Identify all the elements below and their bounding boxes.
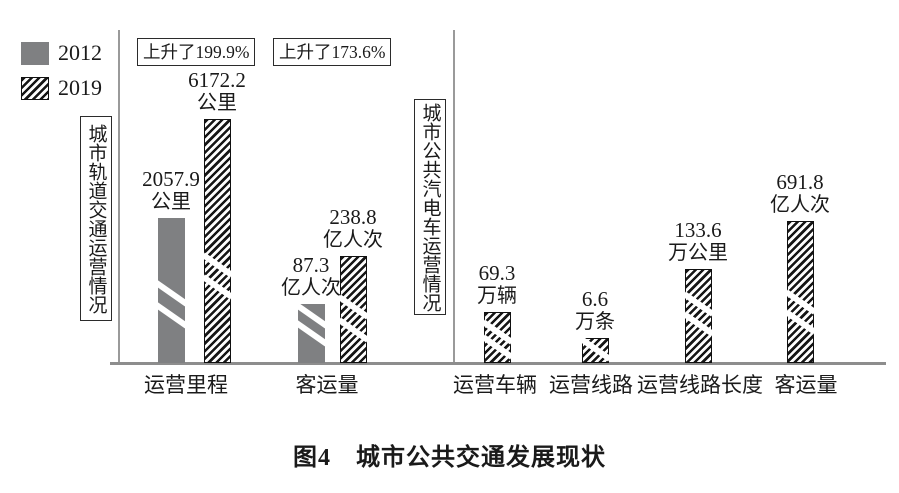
bar-unit: 万公里 xyxy=(668,242,728,265)
bar-bus-2019-7 xyxy=(783,221,817,363)
panel-label-rail-transit: 城市轨道交通运营情况 xyxy=(80,116,112,321)
legend-item-2012: 2012 xyxy=(21,40,102,66)
bar-rail-2019-3 xyxy=(336,256,370,363)
legend-swatch-2019-hatched xyxy=(21,76,49,100)
legend: 2012 2019 xyxy=(21,40,102,110)
axis-break-mark xyxy=(336,294,370,320)
bar-value-label: 6.6 万条 xyxy=(535,287,655,334)
bar-value: 238.8 xyxy=(329,205,377,229)
bar-unit: 万条 xyxy=(575,311,615,334)
x-tick-label: 客运量 xyxy=(295,373,359,397)
x-tick-label: 客运量 xyxy=(774,373,838,397)
axis-break-mark xyxy=(336,317,370,343)
bar-value: 87.3 xyxy=(292,253,330,277)
panel-label-bus-trolleybus: 城市公共汽电车运营情况 xyxy=(414,99,446,315)
bar-value-label: 691.8 亿人次 xyxy=(740,170,860,217)
bar-value-label: 87.3 亿人次 xyxy=(251,253,371,300)
y-axis-bus-panel xyxy=(453,30,455,363)
axis-break-mark xyxy=(200,252,234,278)
bar-rail-2012-0 xyxy=(153,218,189,363)
bar-rail-2019-1 xyxy=(200,119,234,363)
bar-value: 133.6 xyxy=(674,218,722,242)
bar-value: 6.6 xyxy=(581,287,609,311)
x-tick-label: 运营里程 xyxy=(144,373,228,397)
annotation-passenger-increase: 上升了173.6% xyxy=(273,38,392,66)
bar-unit: 公里 xyxy=(151,191,191,214)
legend-item-2019: 2019 xyxy=(21,75,102,101)
x-tick-label: 运营线路长度 xyxy=(637,373,763,397)
bar-value: 691.8 xyxy=(776,170,824,194)
bar-unit: 公里 xyxy=(197,92,237,115)
annotation-mileage-increase: 上升了199.9% xyxy=(137,38,256,66)
y-axis-rail-panel xyxy=(118,30,120,363)
bar-unit: 亿人次 xyxy=(770,194,830,217)
legend-swatch-2012-solid-gray xyxy=(21,41,49,65)
bar-value-label: 2057.9 公里 xyxy=(111,167,231,214)
axis-break-mark xyxy=(200,274,234,300)
legend-label-2019: 2019 xyxy=(58,75,102,100)
bar-unit: 亿人次 xyxy=(281,277,341,300)
bar-value-label: 69.3 万辆 xyxy=(437,261,557,308)
bar-unit: 亿人次 xyxy=(323,229,383,252)
x-axis-baseline xyxy=(110,362,886,365)
bar-value-label: 6172.2 公里 xyxy=(157,68,277,115)
bar-bus-2019-5 xyxy=(578,336,612,363)
legend-label-2012: 2012 xyxy=(58,40,102,65)
bar-unit: 万辆 xyxy=(477,285,517,308)
bar-value-label: 238.8 亿人次 xyxy=(293,205,413,252)
bar-rail-2012-2 xyxy=(293,301,329,363)
bar-value: 6172.2 xyxy=(188,68,246,92)
axis-break-mark xyxy=(578,336,612,362)
x-tick-label: 运营车辆 xyxy=(453,373,537,397)
bar-value: 69.3 xyxy=(478,261,516,285)
bar-bus-2019-4 xyxy=(480,312,514,363)
bar-bus-2019-6 xyxy=(681,269,715,363)
bar-value-label: 133.6 万公里 xyxy=(638,218,758,265)
bar-value: 2057.9 xyxy=(142,167,200,191)
chart-title: 图4 城市公共交通发展现状 xyxy=(293,445,606,471)
x-tick-label: 运营线路 xyxy=(549,373,633,397)
